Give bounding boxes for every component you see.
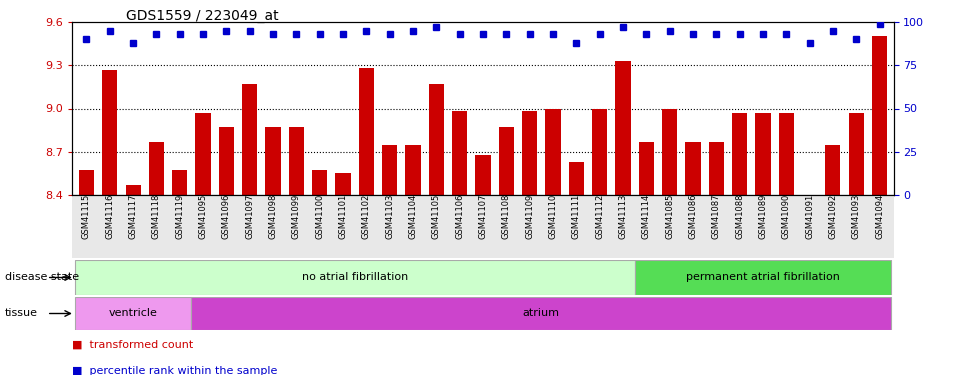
Bar [639,142,654,195]
Bar [546,108,560,195]
Bar [126,185,141,195]
Text: atrium: atrium [523,309,560,318]
Bar [615,61,631,195]
Text: ■  transformed count: ■ transformed count [72,339,194,350]
Bar [79,171,94,195]
Bar [452,111,468,195]
Bar [475,154,491,195]
Text: disease state: disease state [5,273,79,282]
Bar [195,113,211,195]
Bar [685,142,700,195]
Bar [406,144,420,195]
Text: ventricle: ventricle [108,309,157,318]
FancyBboxPatch shape [74,260,635,295]
FancyBboxPatch shape [191,297,892,330]
Bar [569,162,583,195]
FancyBboxPatch shape [74,297,191,330]
Text: GDS1559 / 223049_at: GDS1559 / 223049_at [126,9,278,23]
Bar [383,144,397,195]
Bar [429,84,444,195]
Bar [172,171,187,195]
Text: tissue: tissue [5,309,38,318]
Text: no atrial fibrillation: no atrial fibrillation [301,273,408,282]
Bar [592,108,608,195]
Bar [872,36,887,195]
Bar [522,111,537,195]
Text: permanent atrial fibrillation: permanent atrial fibrillation [686,273,839,282]
Bar [825,144,840,195]
Bar [779,113,794,195]
Bar [849,113,864,195]
Bar [149,142,164,195]
Bar [219,127,234,195]
Bar [709,142,724,195]
Bar [732,113,747,195]
Bar [335,173,351,195]
Bar [358,68,374,195]
Bar [498,127,514,195]
FancyBboxPatch shape [635,260,892,295]
Bar [102,70,117,195]
Bar [312,171,327,195]
Text: ■  percentile rank within the sample: ■ percentile rank within the sample [72,366,278,375]
Bar [662,108,677,195]
Bar [242,84,257,195]
Bar [289,127,304,195]
Bar [755,113,771,195]
Bar [266,127,281,195]
